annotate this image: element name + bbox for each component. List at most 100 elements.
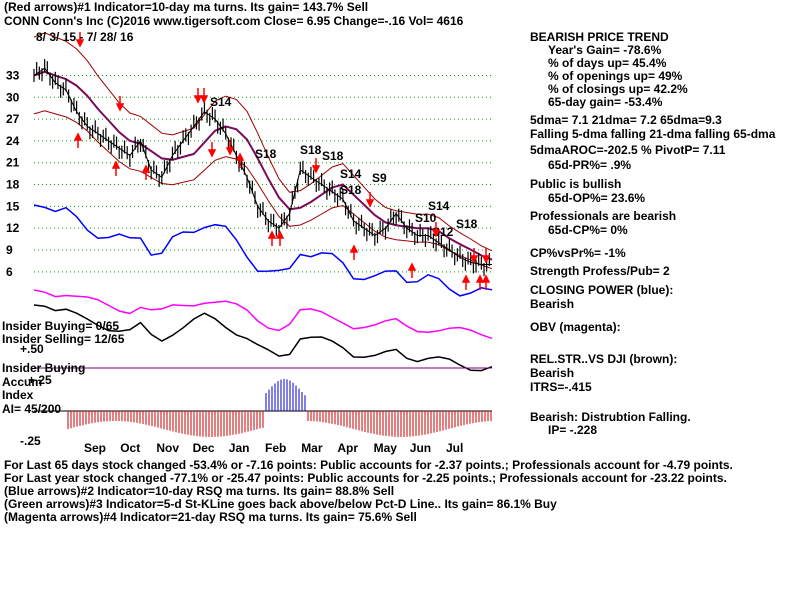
x-month-label: Apr — [337, 441, 358, 455]
relstr-label: REL.STR..VS DJI (brown): — [530, 352, 678, 366]
accum-label: Accum — [2, 375, 43, 389]
signal-arrow — [225, 140, 235, 156]
signal-arrow — [407, 262, 417, 278]
cp-vs-pr: CP%vsPr%= -1% — [530, 246, 626, 260]
accum-scale-mid: +.25 — [28, 373, 52, 387]
trend-stat: % of days up= 45.4% — [548, 56, 667, 70]
footer-line: For Last year stock changed -77.1% or -2… — [4, 471, 727, 485]
signal-label: S18 — [300, 143, 322, 157]
signal-arrow — [349, 244, 359, 260]
signal-arrow — [193, 88, 203, 104]
index-label: Index — [2, 388, 34, 402]
signal-arrow — [469, 248, 479, 264]
signal-arrow — [235, 152, 245, 168]
price-line — [33, 67, 492, 265]
signal-arrow — [207, 142, 217, 158]
signal-label: S14 — [340, 167, 362, 181]
footer-line: (Blue arrows)#2 Indicator=10-day RSQ ma … — [4, 484, 395, 498]
trend-stat: % of openings up= 49% — [548, 69, 683, 83]
insider-selling: Insider Selling= 12/65 — [2, 332, 125, 346]
signal-arrow — [481, 248, 491, 264]
signal-arrow — [267, 230, 277, 246]
y-tick-label: 12 — [6, 221, 20, 235]
ma-line: 5dma= 7.1 21dma= 7.2 65dma=9.3 — [530, 113, 722, 127]
x-month-label: Sep — [84, 441, 106, 455]
signal-arrow — [199, 88, 209, 104]
trend-stat: % of closings up= 42.2% — [548, 82, 688, 96]
y-tick-label: 30 — [6, 90, 20, 104]
signal-arrow — [141, 164, 151, 180]
signal-label: S14 — [210, 95, 232, 109]
x-month-label: Jun — [410, 441, 431, 455]
x-month-label: Mar — [301, 441, 323, 455]
pr-line: 65d-PR%= .9% — [548, 158, 632, 172]
accum-summary: Bearish: Distrubtion Falling. — [530, 410, 691, 424]
ip-value: IP= -.228 — [548, 423, 598, 437]
upper-band-line — [33, 32, 493, 252]
insider-buying-label: Insider Buying — [2, 361, 86, 375]
lower-band-line — [33, 110, 493, 270]
insider-buying: Insider Buying= 0/65 — [2, 319, 120, 333]
trend-stat: 65-day gain= -53.4% — [548, 95, 663, 109]
relstr-value: Bearish — [530, 366, 575, 380]
x-month-label: Jul — [446, 441, 463, 455]
footer-line: (Magenta arrows)#4 Indicator=21-day RSQ … — [4, 510, 417, 524]
signal-arrow — [115, 96, 125, 112]
closing-power-label: CLOSING POWER (blue): — [530, 283, 674, 297]
obv-line — [33, 289, 493, 340]
public-op: 65d-OP%= 23.6% — [548, 191, 646, 205]
date-range: 8/ 3/ 15 - 7/ 28/ 16 — [36, 30, 134, 44]
x-month-label: Jan — [229, 441, 250, 455]
y-tick-label: 18 — [6, 178, 20, 192]
public-title: Public is bullish — [530, 177, 622, 191]
signal-label: S18 — [322, 149, 344, 163]
y-tick-label: 27 — [6, 112, 20, 126]
strength: Strength Profess/Pub= 2 — [530, 264, 670, 278]
signal-label: S14 — [428, 199, 450, 213]
obv-label: OBV (magenta): — [530, 320, 621, 334]
y-tick-label: 9 — [6, 243, 13, 257]
signal-label: S10 — [415, 211, 437, 225]
x-month-label: Nov — [156, 441, 179, 455]
signal-arrow — [311, 158, 321, 174]
prof-cp: 65d-CP%= 0% — [548, 223, 628, 237]
signal-arrow — [431, 222, 441, 238]
aroc-line: 5dmaAROC=-202.5 % PivotP= 7.11 — [530, 143, 726, 157]
y-tick-label: 6 — [6, 265, 13, 279]
footer-line: (Green arrows)#3 Indicator=5-d St-KLine … — [4, 497, 557, 511]
y-tick-label: 21 — [6, 156, 20, 170]
signal-label: S18 — [340, 183, 362, 197]
y-tick-label: 24 — [6, 134, 20, 148]
signal-arrow — [75, 32, 85, 48]
signal-arrow — [73, 132, 83, 148]
closing-power-value: Bearish — [530, 297, 575, 311]
x-month-label: Feb — [265, 441, 286, 455]
closing-power-line — [33, 204, 493, 297]
accum-scale-bot: -.25 — [20, 434, 41, 448]
signal-arrow — [111, 160, 121, 176]
signal-arrow — [461, 274, 471, 290]
moving-average-line — [33, 70, 493, 261]
y-tick-label: 15 — [6, 199, 20, 213]
indicator-1-line: (Red arrows)#1 Indicator=10-day ma turns… — [4, 0, 369, 14]
x-month-label: Oct — [120, 441, 140, 455]
signal-label: S18 — [456, 217, 478, 231]
accum-scale-top: +.50 — [20, 342, 44, 356]
signal-label: S18 — [255, 147, 277, 161]
signal-arrow — [275, 230, 285, 246]
itrs: ITRS=-.415 — [530, 380, 592, 394]
signal-label: S12 — [432, 225, 454, 239]
signal-label: S9 — [372, 171, 387, 185]
footer-line: For Last 65 days stock changed -53.4% or… — [4, 458, 733, 472]
x-month-label: Dec — [193, 441, 215, 455]
trend-stat: Year's Gain= -78.6% — [548, 43, 662, 57]
signal-arrow — [481, 274, 491, 290]
falling-line: Falling 5-dma falling 21-dma falling 65-… — [530, 127, 776, 141]
ticker-line: CONN Conn's Inc (C)2016 www.tigersoft.co… — [4, 14, 464, 28]
signal-arrow — [475, 274, 485, 290]
signal-arrow — [365, 192, 375, 208]
y-tick-label: 33 — [6, 68, 20, 82]
ai-value: AI= 45/200 — [2, 402, 62, 416]
relstr-line — [33, 304, 493, 372]
